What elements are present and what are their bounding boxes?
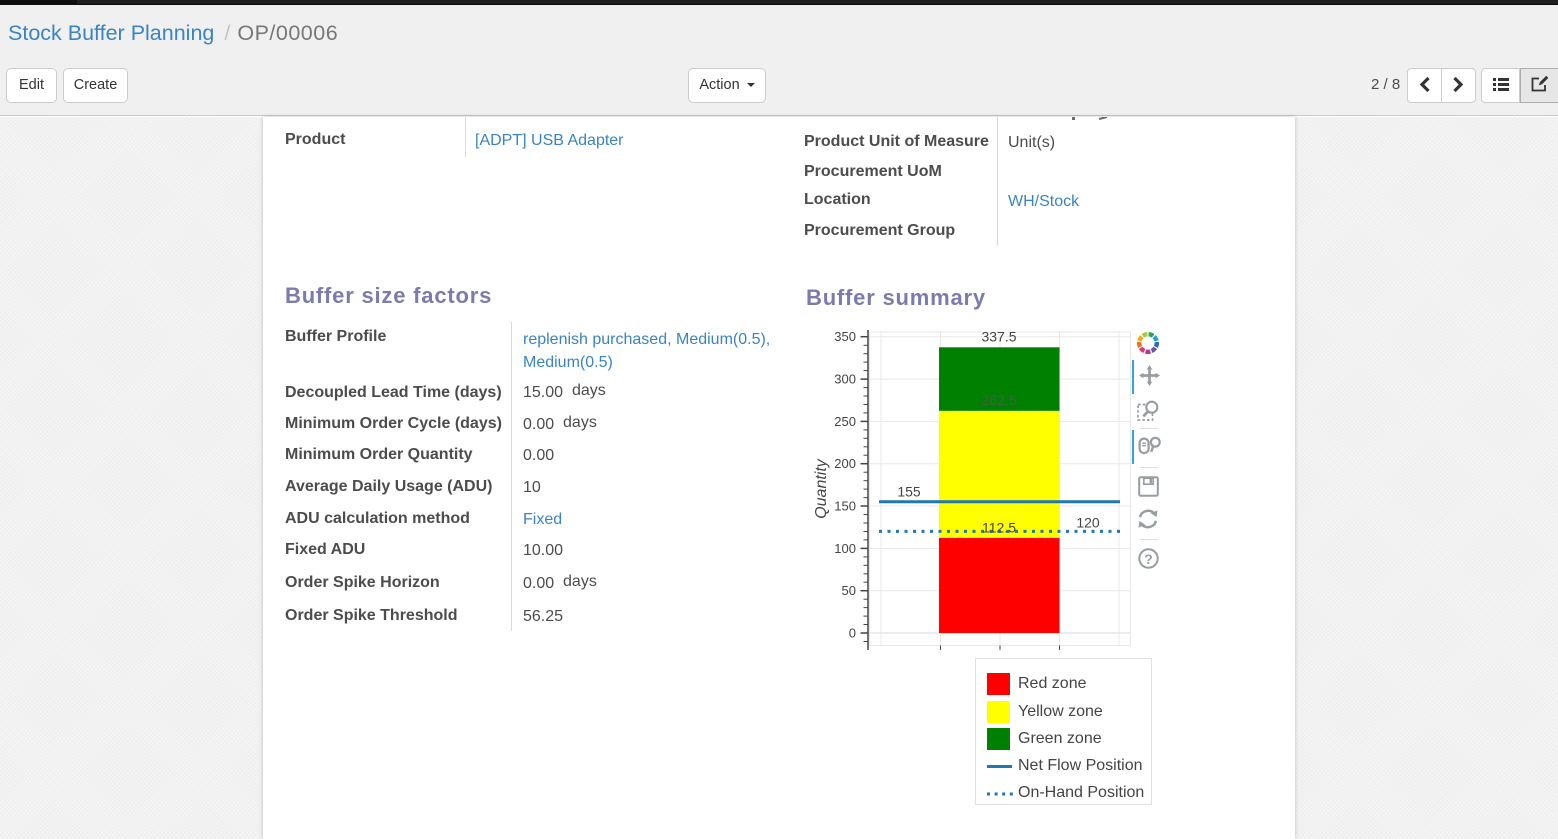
svg-text:150: 150: [834, 499, 856, 514]
svg-text:0: 0: [849, 626, 856, 641]
svg-text:350: 350: [834, 329, 856, 344]
svg-text:337.5: 337.5: [981, 329, 1016, 345]
svg-text:50: 50: [842, 583, 856, 598]
svg-text:?: ?: [1144, 551, 1153, 567]
svg-text:250: 250: [834, 414, 856, 429]
svg-text:Quantity: Quantity: [813, 458, 830, 519]
svg-text:300: 300: [834, 372, 856, 387]
svg-text:262.5: 262.5: [981, 392, 1016, 408]
svg-text:112.5: 112.5: [982, 520, 1016, 536]
svg-text:120: 120: [1076, 515, 1100, 531]
svg-text:100: 100: [834, 541, 856, 556]
svg-text:155: 155: [897, 484, 921, 500]
svg-text:200: 200: [834, 456, 856, 471]
